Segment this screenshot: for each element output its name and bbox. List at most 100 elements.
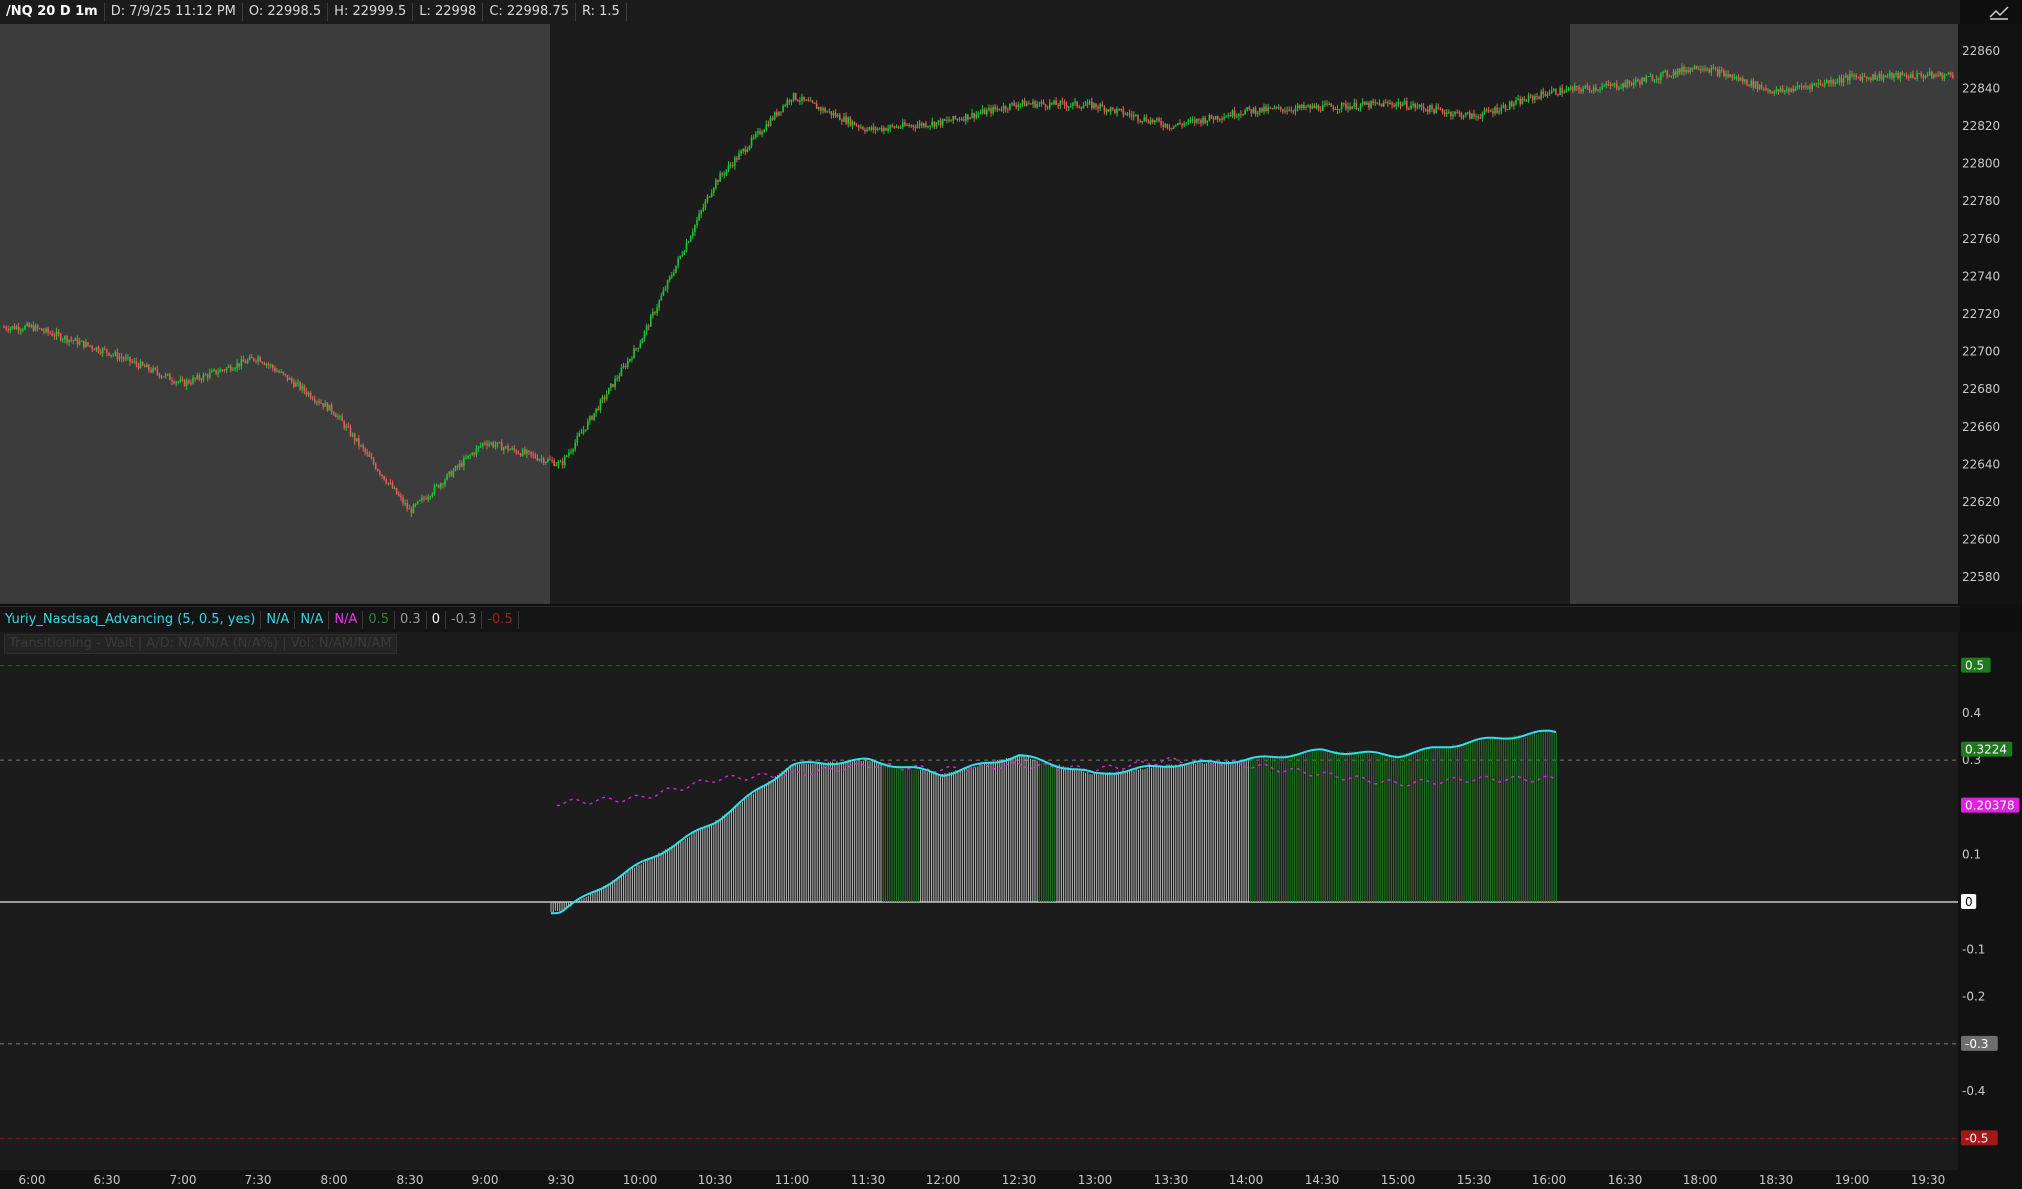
candle-body (1166, 123, 1169, 128)
candle-body (521, 449, 524, 456)
zero-badge (1961, 894, 1977, 909)
candle-body (34, 325, 37, 331)
candle-body (356, 438, 358, 441)
candle-body (3, 327, 5, 329)
candle-body (169, 374, 171, 381)
candle-body (53, 335, 56, 337)
candle-body (1714, 67, 1717, 69)
lower-threshold-badge-text: -0.5 (1965, 1131, 1988, 1145)
candle-body (631, 358, 633, 360)
candle-body (1265, 106, 1267, 112)
candle-body (505, 446, 507, 448)
candle-body (1689, 67, 1692, 72)
time-tick-label: 12:00 (926, 1173, 961, 1187)
candle-body (887, 128, 889, 131)
candle-body (857, 125, 860, 128)
candle-body (1349, 106, 1351, 110)
candle-body (1876, 78, 1878, 80)
candle-body (1395, 103, 1398, 107)
candle-body (120, 356, 123, 359)
candle-body (706, 196, 709, 202)
candle-body (383, 475, 385, 480)
symbol-label[interactable]: /NQ 20 D 1m (0, 3, 105, 21)
price-chart[interactable]: 22860 22840 22820 22800 22780 22760 22740 22720… (0, 24, 2022, 604)
candle-body (973, 112, 975, 118)
candle-body (1790, 88, 1792, 92)
price-tick-label: 22820 (1962, 119, 2000, 133)
candle-body (641, 338, 644, 344)
candle-body (364, 448, 366, 453)
candle-body (278, 371, 280, 373)
candle-body (1313, 105, 1316, 109)
candle-body (687, 241, 690, 243)
candle-body (1309, 105, 1311, 109)
candle-body (759, 130, 761, 135)
candle-body (362, 445, 364, 449)
candle-body (1435, 106, 1437, 114)
candle-body (542, 458, 545, 463)
candle-body (1788, 88, 1790, 92)
candle-body (1393, 105, 1395, 107)
candle-body (983, 109, 986, 115)
candle-body (1721, 69, 1723, 71)
candle-body (7, 329, 9, 331)
candle-body (225, 367, 228, 371)
candle-body (1584, 85, 1587, 89)
candle-body (1826, 80, 1828, 83)
candle-body (1007, 109, 1009, 111)
candle-body (1735, 76, 1738, 78)
candle-body (1767, 89, 1769, 91)
candle-body (393, 488, 396, 490)
candle-body (742, 148, 744, 151)
candle-body (1865, 76, 1868, 79)
candle-body (55, 331, 58, 337)
candle-body (13, 325, 16, 330)
candle-body (1357, 108, 1360, 110)
indicator-name[interactable]: Yuriy_Nasdsaq_Advancing (5, 0.5, yes) (0, 611, 262, 629)
candle-body (38, 328, 41, 330)
candle-body (452, 470, 455, 477)
candle-body (101, 348, 104, 354)
candle-body (1821, 84, 1824, 86)
candle-body (456, 466, 459, 468)
candle-body (114, 352, 117, 355)
candle-body (1687, 69, 1689, 72)
candle-body (328, 404, 331, 411)
candle-body (876, 128, 879, 131)
price-tick-label: 22760 (1962, 232, 2000, 246)
candle-body (437, 484, 440, 488)
candle-body (847, 117, 849, 124)
candle-body (1933, 74, 1935, 78)
candle-body (551, 460, 553, 462)
candle-body (643, 331, 646, 339)
candle-body (9, 327, 12, 331)
oscillator-chart[interactable]: 0.4 0.3 0.1 -0.1 -0.2 -0.4 0.5 0.3224 0.20378 0 -0… (0, 632, 2022, 1172)
candle-body (1368, 102, 1370, 108)
candle-body (939, 120, 942, 126)
candle-body (213, 369, 215, 371)
candle-body (1454, 111, 1456, 115)
candle-body (589, 416, 591, 421)
candle-body (509, 449, 511, 451)
candle-body (1170, 127, 1173, 129)
price-tick-label: 22780 (1962, 194, 2000, 208)
candle-body (500, 442, 503, 451)
chart-style-icon[interactable] (1970, 2, 2010, 22)
candle-body (1378, 103, 1381, 105)
candle-body (1406, 101, 1408, 109)
candle-body (1540, 91, 1542, 99)
current-value-badge-text: 0.3224 (1965, 743, 2007, 757)
candle-body (1271, 107, 1274, 109)
candle-body (1542, 91, 1545, 94)
candle-body (1842, 77, 1845, 83)
candle-body (1015, 105, 1017, 107)
candle-body (1840, 77, 1843, 83)
candle-body (486, 443, 488, 446)
candle-body (1811, 84, 1813, 89)
candle-body (633, 348, 635, 359)
candle-body (1828, 80, 1830, 84)
candle-body (320, 402, 322, 404)
candle-body (866, 129, 868, 132)
candle-body (946, 119, 948, 121)
candle-body (112, 354, 114, 356)
